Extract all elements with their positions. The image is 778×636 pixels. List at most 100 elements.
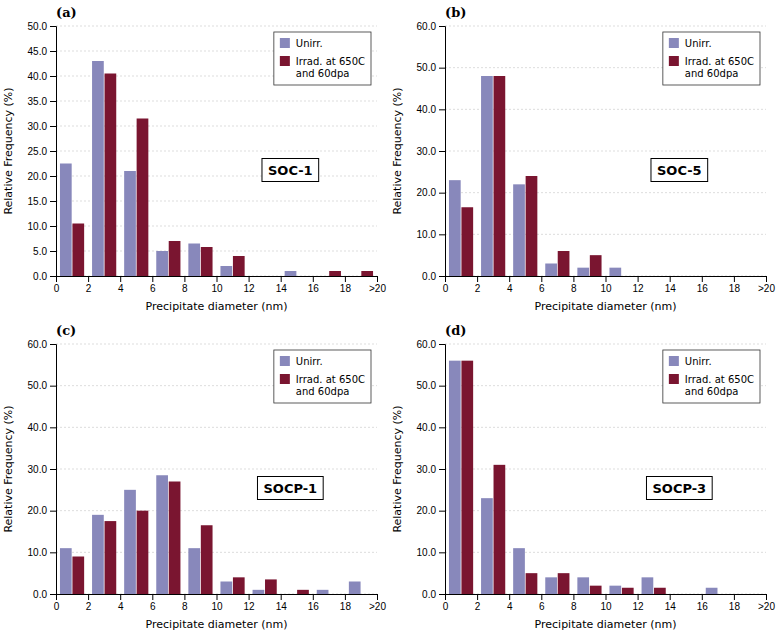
x-tick-label: 6 xyxy=(150,283,156,294)
y-tick-mark xyxy=(439,193,445,194)
y-tick: 45.0 xyxy=(28,46,56,57)
legend-label: Irrad. at 650Cand 60dpa xyxy=(685,56,754,79)
y-tick-mark xyxy=(439,276,445,277)
x-tick-label: 4 xyxy=(507,601,513,612)
x-axis: 024681012141618>20 xyxy=(443,276,776,294)
y-tick: 10.0 xyxy=(28,221,56,232)
legend-swatch xyxy=(669,38,679,48)
panel: 024681012141618>200.010.020.030.040.050.… xyxy=(2,323,386,631)
x-tick-label: >20 xyxy=(758,601,775,612)
y-tick: 50.0 xyxy=(417,62,445,73)
grid-line xyxy=(445,151,766,152)
x-axis: 024681012141618>20 xyxy=(54,276,387,294)
bar xyxy=(188,244,200,277)
panel-label: (d) xyxy=(445,323,466,338)
y-axis-title: Relative Frequency (%) xyxy=(391,405,404,532)
y-tick-mark xyxy=(439,427,445,428)
bar xyxy=(361,594,373,595)
legend-label: Unirr. xyxy=(296,356,323,367)
x-axis-title: Precipitate diameter (nm) xyxy=(146,618,288,631)
x-tick-mark xyxy=(184,594,185,600)
bar xyxy=(137,511,149,594)
y-tick: 20.0 xyxy=(417,505,445,516)
grid-line xyxy=(56,126,377,127)
y-tick-label: 10.0 xyxy=(417,547,437,558)
y-tick: 20.0 xyxy=(28,171,56,182)
y-tick-mark xyxy=(50,26,56,27)
x-axis-title: Precipitate diameter (nm) xyxy=(535,300,677,313)
x-tick-mark xyxy=(313,276,314,282)
x-tick: >20 xyxy=(758,594,775,612)
title: SOC-1 xyxy=(268,163,313,178)
y-tick: 40.0 xyxy=(417,422,445,433)
bar xyxy=(361,271,373,276)
bar xyxy=(526,573,538,594)
y-tick: 60.0 xyxy=(417,21,445,32)
bar xyxy=(72,557,84,595)
y-tick-label: 50.0 xyxy=(28,380,48,391)
y-tick: 0.0 xyxy=(33,589,56,600)
bar xyxy=(233,256,245,276)
grid-line xyxy=(56,101,377,102)
y-tick-label: 20.0 xyxy=(417,187,437,198)
grid xyxy=(56,344,377,594)
legend-swatch xyxy=(669,56,679,66)
y-tick-mark xyxy=(439,594,445,595)
x-tick: 4 xyxy=(118,276,124,294)
x-tick: 10 xyxy=(211,276,223,294)
grid xyxy=(56,26,377,276)
x-tick-label: 6 xyxy=(539,601,545,612)
x-tick: 12 xyxy=(633,594,645,612)
legend-item: Unirr. xyxy=(669,38,712,49)
grid-line xyxy=(56,151,377,152)
x-tick-mark xyxy=(638,594,639,600)
x-tick-mark xyxy=(184,276,185,282)
y-tick: 35.0 xyxy=(28,96,56,107)
x-tick-label: 6 xyxy=(539,283,545,294)
x-axis: 024681012141618>20 xyxy=(443,594,776,612)
x-tick-label: 12 xyxy=(244,283,256,294)
y-tick-mark xyxy=(439,109,445,110)
y-tick-label: 25.0 xyxy=(28,146,48,157)
x-tick: 18 xyxy=(340,276,352,294)
bar xyxy=(105,74,117,277)
x-tick-label: 12 xyxy=(633,283,645,294)
y-tick-label: 30.0 xyxy=(417,464,437,475)
title-box: SOC-5 xyxy=(651,159,708,182)
x-tick-mark xyxy=(152,276,153,282)
y-tick-label: 45.0 xyxy=(28,46,48,57)
x-tick-label: >20 xyxy=(369,601,386,612)
bar xyxy=(285,594,297,595)
bar xyxy=(265,579,277,594)
y-tick: 0.0 xyxy=(422,271,445,282)
x-tick-label: >20 xyxy=(758,283,775,294)
y-axis: 0.010.020.030.040.050.060.0 xyxy=(28,339,57,600)
bar xyxy=(233,577,245,594)
x-tick-mark xyxy=(120,276,121,282)
bar xyxy=(156,475,168,594)
x-tick-mark xyxy=(606,594,607,600)
x-tick-label: 12 xyxy=(244,601,256,612)
bar xyxy=(220,266,232,276)
x-tick-mark xyxy=(670,276,671,282)
x-tick-label: 0 xyxy=(443,601,449,612)
x-tick: 0 xyxy=(54,594,60,612)
y-tick-mark xyxy=(50,386,56,387)
x-tick-mark xyxy=(477,276,478,282)
bar xyxy=(654,588,666,594)
x-tick-mark xyxy=(152,594,153,600)
x-tick-label: 18 xyxy=(729,283,741,294)
y-tick-label: 30.0 xyxy=(28,121,48,132)
x-tick-label: 14 xyxy=(276,283,288,294)
grid-line xyxy=(56,226,377,227)
bar xyxy=(60,164,72,277)
bar xyxy=(545,264,557,277)
x-tick: 2 xyxy=(475,594,481,612)
grid-line xyxy=(56,176,377,177)
y-tick: 15.0 xyxy=(28,196,56,207)
bar xyxy=(590,255,602,276)
y-tick-mark xyxy=(439,234,445,235)
y-axis: 0.010.020.030.040.050.060.0 xyxy=(417,339,446,600)
bar xyxy=(494,465,506,594)
x-tick-mark xyxy=(377,276,378,282)
